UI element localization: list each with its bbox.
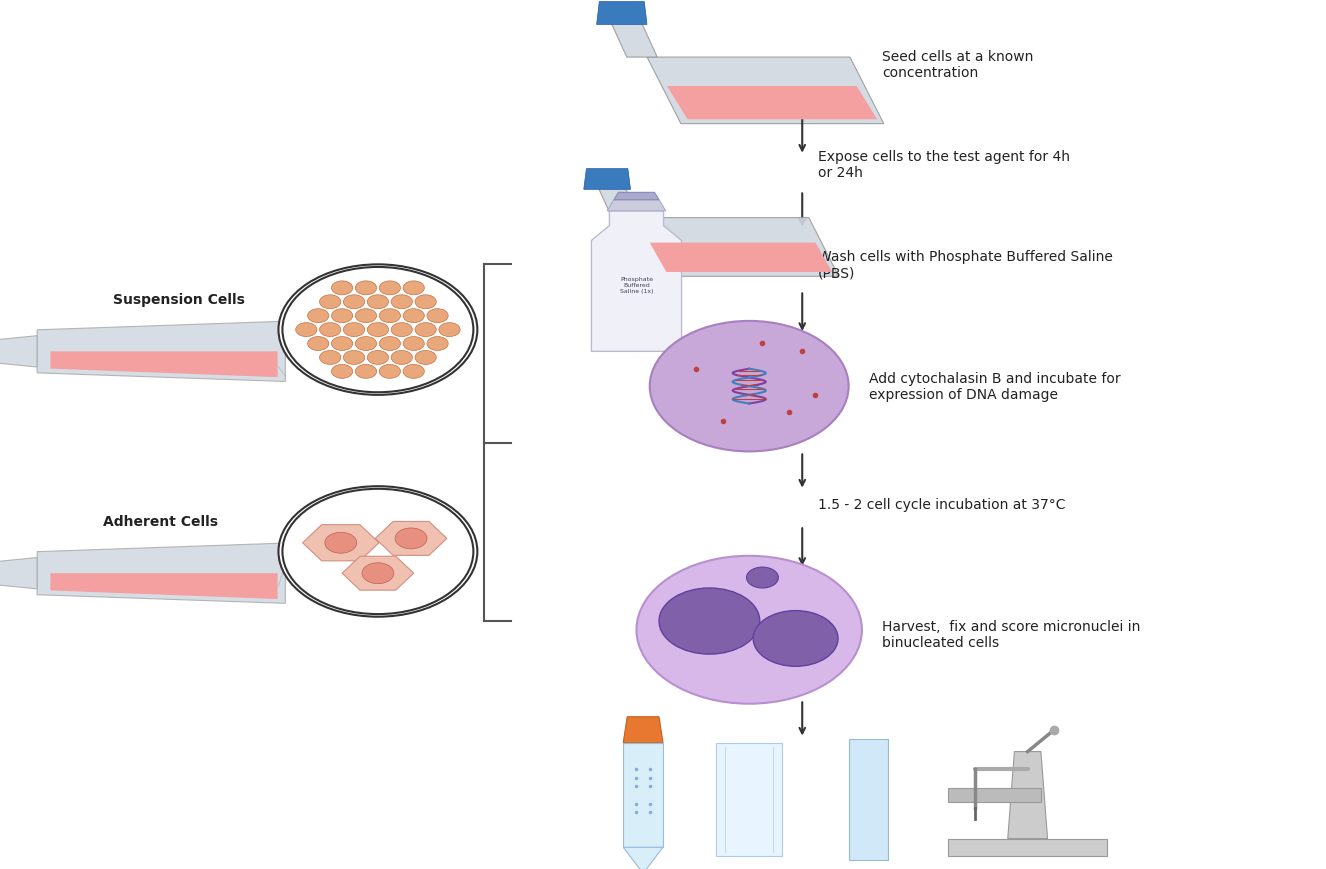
Polygon shape xyxy=(50,574,277,600)
Polygon shape xyxy=(0,336,37,368)
Circle shape xyxy=(332,337,353,351)
Polygon shape xyxy=(623,847,663,869)
Circle shape xyxy=(379,282,400,295)
Circle shape xyxy=(325,533,357,554)
Text: Harvest,  fix and score micronuclei in
binucleated cells: Harvest, fix and score micronuclei in bi… xyxy=(882,620,1140,649)
Circle shape xyxy=(278,487,477,617)
Circle shape xyxy=(332,365,353,379)
Circle shape xyxy=(403,309,424,323)
Polygon shape xyxy=(623,743,663,847)
Polygon shape xyxy=(50,352,277,378)
Circle shape xyxy=(415,323,436,337)
Polygon shape xyxy=(375,522,447,555)
Circle shape xyxy=(278,265,477,395)
Circle shape xyxy=(439,323,460,337)
Polygon shape xyxy=(667,87,876,120)
Circle shape xyxy=(308,337,329,351)
Polygon shape xyxy=(849,739,888,860)
Polygon shape xyxy=(647,58,883,124)
Circle shape xyxy=(747,567,778,588)
Circle shape xyxy=(343,351,365,365)
Circle shape xyxy=(332,282,353,295)
Circle shape xyxy=(427,337,448,351)
Circle shape xyxy=(753,611,838,667)
Polygon shape xyxy=(1008,752,1048,839)
Text: 1.5 - 2 cell cycle incubation at 37°C: 1.5 - 2 cell cycle incubation at 37°C xyxy=(818,497,1066,511)
Circle shape xyxy=(636,556,862,704)
Polygon shape xyxy=(597,3,647,25)
Text: Wash cells with Phosphate Buffered Saline
(PBS): Wash cells with Phosphate Buffered Salin… xyxy=(818,250,1113,280)
Circle shape xyxy=(320,323,341,337)
Text: Phosphate
Buffered
Saline (1x): Phosphate Buffered Saline (1x) xyxy=(619,277,654,294)
Circle shape xyxy=(355,365,377,379)
Circle shape xyxy=(391,295,412,309)
Polygon shape xyxy=(607,201,666,211)
Circle shape xyxy=(355,282,377,295)
Circle shape xyxy=(362,563,394,584)
Circle shape xyxy=(395,528,427,549)
Text: Adherent Cells: Adherent Cells xyxy=(103,514,219,528)
Circle shape xyxy=(403,282,424,295)
Text: Expose cells to the test agent for 4h
or 24h: Expose cells to the test agent for 4h or… xyxy=(818,150,1070,180)
Circle shape xyxy=(343,295,365,309)
Polygon shape xyxy=(591,211,682,352)
Polygon shape xyxy=(948,839,1107,856)
Circle shape xyxy=(343,323,365,337)
Circle shape xyxy=(659,588,760,654)
Polygon shape xyxy=(597,186,639,218)
Circle shape xyxy=(379,337,400,351)
Text: Suspension Cells: Suspension Cells xyxy=(113,293,244,307)
Circle shape xyxy=(415,351,436,365)
Polygon shape xyxy=(614,193,659,201)
Polygon shape xyxy=(342,557,414,590)
Circle shape xyxy=(332,309,353,323)
Polygon shape xyxy=(623,717,663,743)
Polygon shape xyxy=(630,218,838,277)
Text: Add cytochalasin B and incubate for
expression of DNA damage: Add cytochalasin B and incubate for expr… xyxy=(869,372,1120,401)
Circle shape xyxy=(296,323,317,337)
Circle shape xyxy=(320,295,341,309)
Polygon shape xyxy=(716,743,782,856)
Polygon shape xyxy=(650,243,833,273)
Circle shape xyxy=(427,309,448,323)
Circle shape xyxy=(650,322,849,452)
Circle shape xyxy=(355,337,377,351)
Polygon shape xyxy=(610,21,658,58)
Polygon shape xyxy=(302,525,379,561)
Circle shape xyxy=(308,309,329,323)
Circle shape xyxy=(415,295,436,309)
Circle shape xyxy=(367,323,389,337)
Circle shape xyxy=(403,365,424,379)
Circle shape xyxy=(403,337,424,351)
Circle shape xyxy=(391,323,412,337)
Circle shape xyxy=(367,351,389,365)
Circle shape xyxy=(367,295,389,309)
Polygon shape xyxy=(0,558,37,589)
Polygon shape xyxy=(583,169,630,190)
Circle shape xyxy=(355,309,377,323)
Circle shape xyxy=(379,309,400,323)
Polygon shape xyxy=(37,543,285,604)
Circle shape xyxy=(391,351,412,365)
Polygon shape xyxy=(948,788,1041,802)
Circle shape xyxy=(320,351,341,365)
Text: Seed cells at a known
concentration: Seed cells at a known concentration xyxy=(882,50,1033,80)
Polygon shape xyxy=(37,322,285,382)
Circle shape xyxy=(379,365,400,379)
